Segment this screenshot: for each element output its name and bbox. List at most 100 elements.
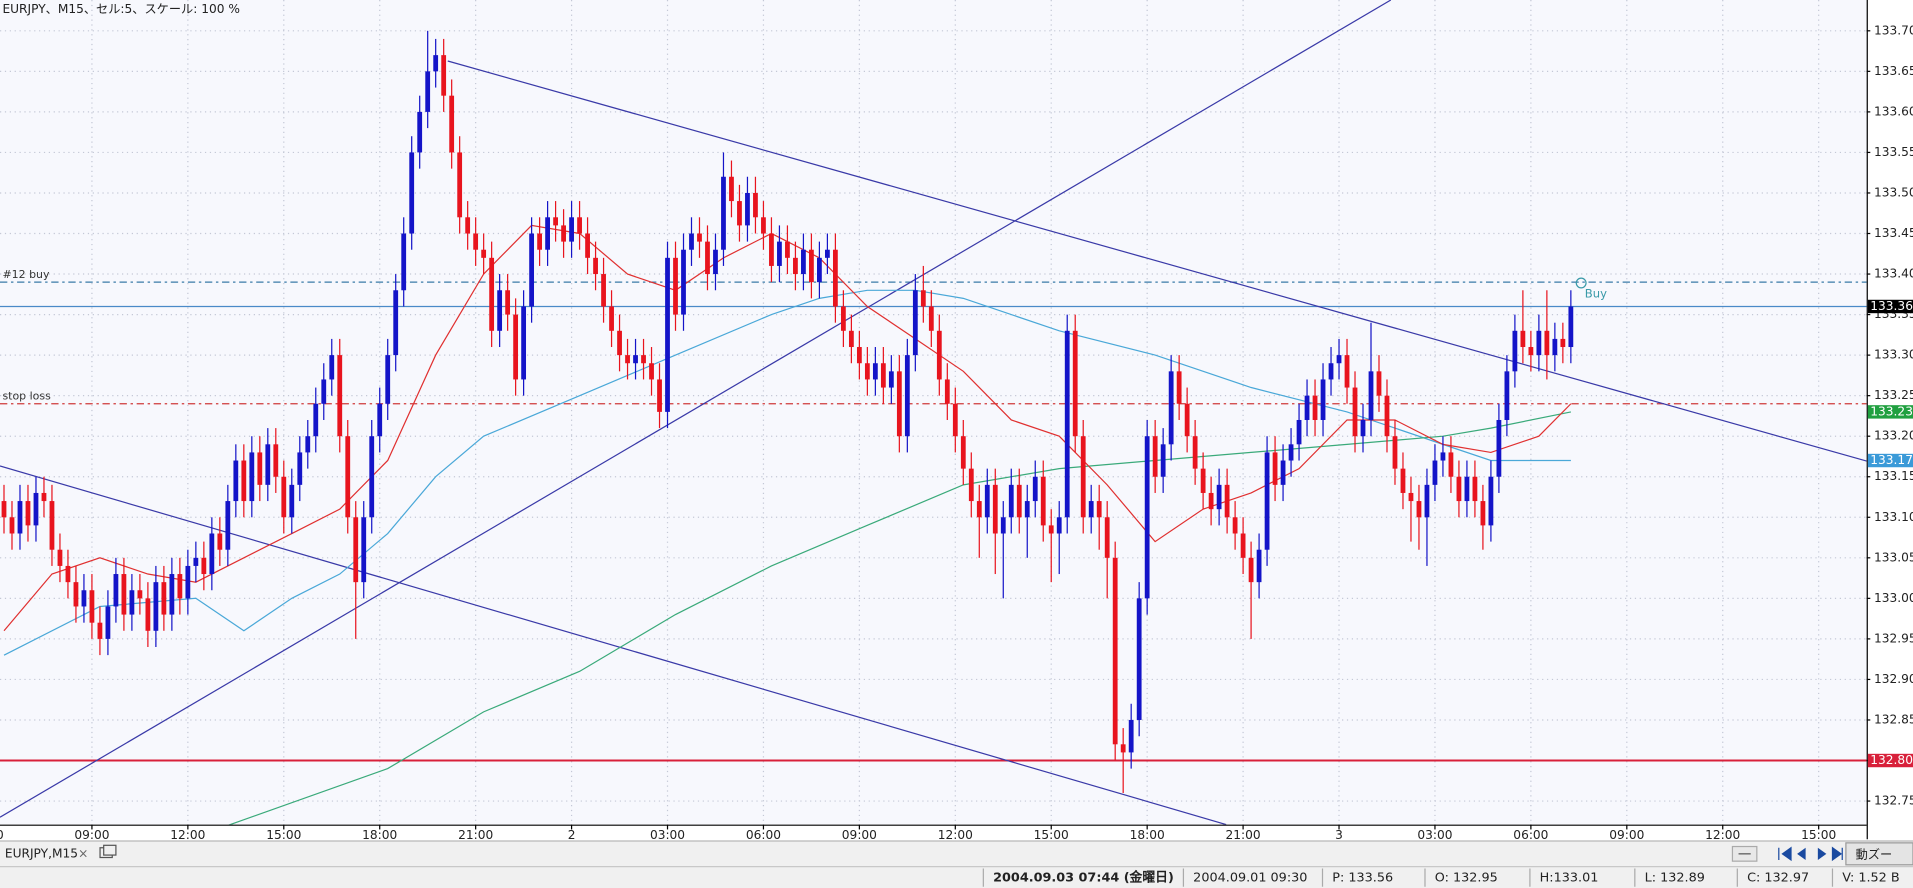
chart-tab[interactable]: EURJPY,M15 × [5,844,117,860]
candle-body [1312,395,1318,420]
plot-area [0,0,1867,825]
candle-body [673,257,678,315]
candle-body [880,363,886,388]
candle-body [689,233,694,250]
x-tick-label: 06:00 [1513,828,1548,842]
candle-body [353,517,359,583]
candle-body [433,55,439,72]
candle-body [1336,355,1342,364]
candle-body [1224,484,1230,518]
x-tick-label: 03:00 [650,828,685,842]
scroll-prev[interactable] [1797,847,1806,860]
status-separators [982,868,1834,887]
x-tick-label: 09:00 [842,828,877,842]
price-marker [1867,299,1913,314]
candle-body [377,403,383,437]
candle-body [105,606,111,639]
y-tick-label: 133.20 [1874,429,1913,443]
autoscroll-label[interactable]: 動ズー [1856,847,1893,862]
candle-body [649,363,654,380]
candle-body [1432,460,1438,485]
candle-body [864,363,870,380]
x-tick-label: 2 [568,828,576,842]
candle-body [633,355,638,364]
candle-body [401,233,407,291]
candle-body [1360,419,1366,437]
candle-body [1232,517,1238,534]
candle-body [457,152,463,218]
candle-body [585,233,590,258]
x-tick-label: 03:00 [1417,828,1452,842]
candle-body [521,306,527,380]
candle-body [1344,355,1350,388]
candle-body [1512,330,1518,372]
price-marker [1867,453,1913,468]
status-o: O: 132.95 [1435,871,1498,886]
candle-body [992,484,998,534]
x-tick-label: 18:00 [1130,828,1165,842]
price-marker-label: 132.80 [1870,753,1913,767]
candle-body [1328,363,1334,380]
candle-body [273,444,279,477]
candle-body [1392,436,1398,469]
candle-body [97,622,103,639]
candle-body [840,306,846,331]
candle-body [1384,395,1390,437]
candle-body [1376,371,1382,396]
candle-body [944,379,950,404]
y-tick-label: 132.85 [1874,712,1913,726]
candle-body [1400,468,1406,493]
trend-line [0,465,1227,825]
candle-body [737,201,742,226]
candle-body [89,590,95,623]
candle-body [1072,330,1078,437]
candle-body [41,492,47,502]
buy-marker [1575,277,1587,289]
candle-body [1240,533,1246,558]
grid [0,0,1867,825]
candle-body [960,436,966,469]
candle-body [657,379,662,412]
candle-body [1144,436,1150,599]
candle-body [1296,419,1302,445]
price-marker-label: 133.23 [1870,404,1913,418]
candle-body [1120,744,1126,753]
candle-body [1288,444,1294,461]
candle-body [1448,452,1454,477]
tab-close[interactable]: × [78,846,88,860]
status-time: 2004.09.03 07:44 (金曜日) [993,870,1174,886]
candle-body [952,403,958,437]
candle-body [1016,484,1022,518]
candle-body [625,355,630,364]
candle-body [217,533,223,550]
y-tick-label: 133.25 [1874,388,1913,402]
candle-body [1064,330,1070,518]
candle-body [1456,476,1462,502]
autoscroll-button[interactable] [1845,842,1913,866]
candle-body [848,330,854,348]
trend-lines [0,0,1867,825]
candle-body [1528,347,1534,356]
y-tick-label: 133.05 [1874,550,1913,564]
candle-body [233,460,239,502]
candle-body [1488,476,1494,526]
x-tick-label: 3 [1335,828,1343,842]
x-tick-label: 15:00 [1801,828,1836,842]
scroll-first[interactable] [1778,846,1792,862]
scroll-last[interactable] [1831,846,1843,862]
candle-body [1504,371,1510,420]
candle-body [832,249,838,307]
candle-body [17,501,23,534]
candle-body [1216,484,1222,510]
tab-label[interactable]: EURJPY,M15 [5,846,78,860]
candle-body [888,371,894,388]
tab-icon[interactable] [103,844,117,856]
candle-body [697,233,702,242]
moving-average [228,411,1572,825]
candles [1,30,1574,793]
candle-body [201,557,207,575]
x-tick-label: 09:00 [74,828,109,842]
scroll-next[interactable] [1817,847,1827,860]
candle-body [281,476,287,518]
candle-body [161,582,167,615]
